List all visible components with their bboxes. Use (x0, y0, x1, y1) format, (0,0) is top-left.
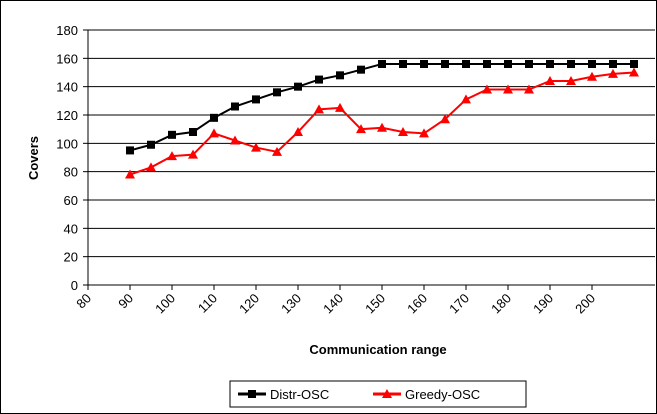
y-tick-label: 180 (56, 23, 78, 38)
point (252, 95, 260, 104)
x-axis-label: Communication range (309, 342, 446, 357)
point (147, 140, 155, 149)
y-tick-label: 140 (56, 80, 78, 95)
point (378, 60, 386, 68)
y-tick-label: 160 (56, 51, 78, 66)
point (504, 60, 512, 68)
point (462, 60, 470, 68)
point (167, 151, 177, 161)
point (629, 67, 639, 77)
point (609, 60, 617, 68)
point (483, 60, 491, 68)
point (566, 76, 576, 85)
point (419, 128, 429, 138)
point (608, 68, 618, 78)
point (545, 76, 555, 85)
legend-label: Distr-OSC (270, 387, 329, 402)
point (251, 142, 261, 152)
point (630, 60, 638, 68)
point (377, 122, 387, 132)
point (335, 102, 345, 112)
point (546, 60, 554, 68)
point (420, 60, 428, 68)
point (587, 71, 597, 81)
point (126, 146, 134, 155)
y-tick-label: 80 (64, 165, 78, 180)
point (461, 94, 471, 104)
y-tick-label: 40 (64, 221, 78, 236)
point (314, 104, 324, 114)
point (230, 135, 240, 145)
point (315, 75, 323, 84)
y-tick-label: 20 (64, 250, 78, 265)
point (210, 113, 218, 122)
point (294, 82, 302, 91)
y-tick-label: 120 (56, 108, 78, 123)
point (567, 60, 575, 68)
legend-label: Greedy-OSC (405, 387, 480, 402)
point (231, 102, 239, 111)
y-tick-label: 100 (56, 136, 78, 151)
point (525, 60, 533, 68)
point (440, 114, 450, 124)
y-axis-label: Covers (26, 136, 41, 180)
point (588, 60, 596, 68)
point (399, 60, 407, 68)
legend-marker (382, 389, 392, 398)
point (503, 84, 513, 94)
point (188, 149, 198, 159)
point (146, 162, 156, 172)
legend-marker (248, 390, 256, 398)
point (168, 130, 176, 139)
point (336, 71, 344, 80)
point (524, 84, 534, 94)
y-tick-label: 60 (64, 193, 78, 208)
point (441, 60, 449, 68)
point (189, 128, 197, 136)
point (482, 84, 492, 94)
point (293, 127, 303, 136)
y-tick-label: 0 (71, 278, 78, 293)
point (398, 127, 408, 136)
point (125, 169, 135, 179)
point (272, 146, 282, 156)
point (356, 124, 366, 134)
point (273, 88, 281, 97)
point (209, 128, 219, 138)
point (357, 65, 365, 74)
